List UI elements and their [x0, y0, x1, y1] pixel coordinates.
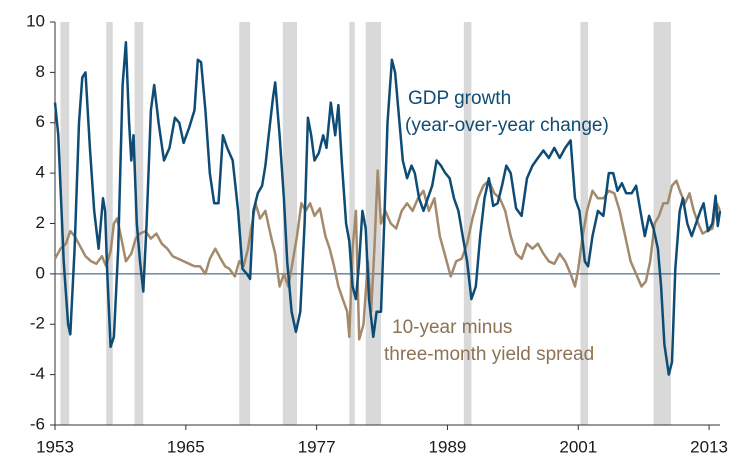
annotation: 10-year minus: [392, 317, 512, 338]
y-tick-label: -6: [30, 414, 45, 433]
annotation: three-month yield spread: [384, 344, 594, 365]
y-tick-label: 10: [26, 11, 45, 30]
y-tick-label: 2: [36, 213, 45, 232]
recession-band: [106, 22, 113, 425]
y-tick-label: -2: [30, 314, 45, 333]
x-tick-label: 1977: [298, 437, 336, 456]
recession-band: [239, 22, 251, 425]
x-tick-label: 2013: [690, 437, 728, 456]
recession-band: [365, 22, 381, 425]
y-tick-label: 0: [36, 263, 45, 282]
series-line: [53, 169, 722, 341]
recession-band: [463, 22, 472, 425]
y-tick-label: 8: [36, 62, 45, 81]
annotation: (year-over-year change): [405, 115, 609, 136]
series-line: [53, 40, 722, 376]
y-tick-label: 6: [36, 112, 45, 131]
x-tick-label: 2001: [559, 437, 597, 456]
x-tick-label: 1953: [36, 437, 74, 456]
x-tick-label: 1965: [167, 437, 205, 456]
annotation: GDP growth: [408, 88, 511, 109]
recession-band: [349, 22, 355, 425]
recession-band: [134, 22, 144, 425]
recession-band: [60, 22, 70, 425]
x-tick-label: 1989: [429, 437, 467, 456]
recession-band: [653, 22, 671, 425]
y-tick-label: 4: [36, 163, 45, 182]
y-tick-label: -4: [30, 364, 45, 383]
